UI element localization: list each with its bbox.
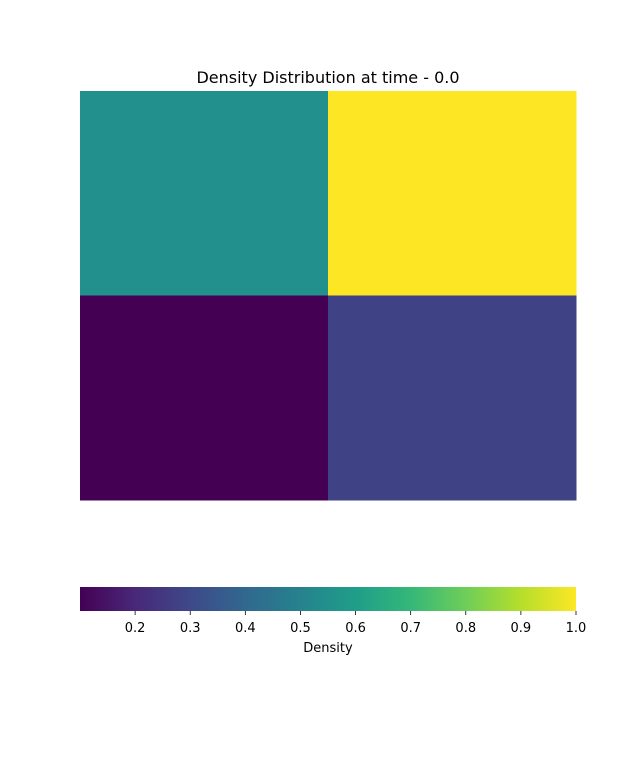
colorbar-ticks: 0.2 0.3 0.4 0.5 0.6 0.7 0.8 0.9 1.0: [125, 611, 587, 636]
colorbar-gradient: [80, 587, 576, 611]
colorbar-tick-label: 0.9: [511, 621, 532, 636]
colorbar-label: Density: [303, 641, 353, 656]
colorbar-tick-label: 0.4: [235, 621, 256, 636]
colorbar-tick-label: 0.5: [290, 621, 311, 636]
colorbar-tick-label: 0.8: [455, 621, 476, 636]
heatmap-cells: [80, 91, 577, 501]
colorbar-tick-label: 0.7: [400, 621, 421, 636]
heatmap-cell-r0-c1: [328, 91, 577, 296]
heatmap-cell-r1-c0: [80, 295, 329, 501]
colorbar-tick-label: 0.2: [125, 621, 146, 636]
chart-title: Density Distribution at time - 0.0: [196, 68, 459, 87]
colorbar: 0.2 0.3 0.4 0.5 0.6 0.7 0.8 0.9 1.0: [80, 587, 586, 636]
colorbar-tick-label: 1.0: [566, 621, 587, 636]
colorbar-tick-label: 0.3: [180, 621, 201, 636]
colorbar-tick-label: 0.6: [345, 621, 366, 636]
heatmap-cell-r1-c1: [328, 295, 577, 501]
heatmap-cell-r0-c0: [80, 91, 329, 296]
